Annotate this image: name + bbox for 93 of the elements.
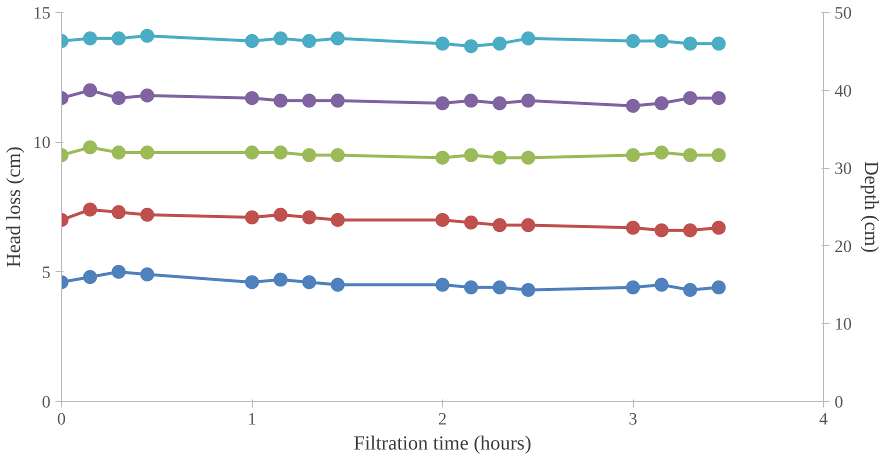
x-tick-label: 1 xyxy=(248,410,256,428)
point xyxy=(626,98,640,113)
point xyxy=(274,94,288,108)
point xyxy=(140,267,154,282)
point xyxy=(626,34,640,48)
y2-tick-label: 20 xyxy=(834,236,852,256)
point xyxy=(464,216,478,230)
point xyxy=(521,94,536,108)
point xyxy=(330,212,345,227)
point xyxy=(626,220,640,235)
point xyxy=(83,31,98,46)
point xyxy=(464,280,478,294)
point xyxy=(436,212,450,227)
y2-tick-label: 50 xyxy=(834,4,852,22)
point xyxy=(712,36,726,51)
point xyxy=(492,218,507,232)
x-tick-label: 3 xyxy=(628,410,638,428)
point xyxy=(274,31,288,46)
point xyxy=(330,31,345,46)
point xyxy=(140,88,154,102)
point xyxy=(626,148,640,162)
point xyxy=(654,34,669,48)
point xyxy=(712,91,726,106)
point xyxy=(436,36,450,51)
point xyxy=(436,278,450,292)
point xyxy=(521,150,536,165)
point xyxy=(683,148,698,162)
point xyxy=(492,150,507,165)
point xyxy=(112,205,126,220)
point xyxy=(140,28,154,43)
point xyxy=(654,278,669,292)
x-tick-label: 4 xyxy=(819,410,828,428)
y-axis-title: Head loss (cm) xyxy=(3,146,26,268)
point xyxy=(274,272,288,287)
point xyxy=(112,91,126,106)
point xyxy=(302,275,316,290)
point xyxy=(436,150,450,165)
y-tick-label: 10 xyxy=(33,133,50,152)
y2-tick-label: 30 xyxy=(834,159,852,178)
point xyxy=(330,278,345,292)
point xyxy=(464,148,478,162)
y2-tick-label: 40 xyxy=(834,81,852,100)
point xyxy=(245,91,259,106)
point xyxy=(83,270,98,284)
x-axis-title: Filtration time (hours) xyxy=(354,432,532,454)
point xyxy=(83,83,98,98)
point xyxy=(683,283,698,297)
point xyxy=(464,39,478,54)
point xyxy=(521,31,536,46)
point xyxy=(302,210,316,224)
y2-axis-title: Depth (cm) xyxy=(860,161,882,253)
point xyxy=(330,148,345,162)
point xyxy=(274,208,288,222)
point xyxy=(712,280,726,294)
x-tick-label: 0 xyxy=(57,410,66,428)
y2-tick-label: 10 xyxy=(834,314,852,334)
y2-tick-label: 0 xyxy=(834,392,844,412)
point xyxy=(683,91,698,106)
point xyxy=(654,96,669,110)
point xyxy=(140,146,154,160)
point xyxy=(302,148,316,162)
point xyxy=(330,94,345,108)
point xyxy=(654,223,669,238)
point xyxy=(245,146,259,160)
point xyxy=(464,94,478,108)
point xyxy=(112,264,126,279)
x-tick-label: 2 xyxy=(438,410,447,428)
y-tick-label: 15 xyxy=(33,4,50,22)
point xyxy=(83,202,98,217)
point xyxy=(112,31,126,46)
point xyxy=(274,146,288,160)
point xyxy=(83,140,98,154)
point xyxy=(436,96,450,110)
point xyxy=(302,34,316,48)
point xyxy=(112,146,126,160)
point xyxy=(712,220,726,235)
point xyxy=(654,146,669,160)
point xyxy=(245,210,259,224)
point xyxy=(521,218,536,232)
y-tick-label: 0 xyxy=(42,392,51,412)
point xyxy=(626,280,640,294)
point xyxy=(521,283,536,297)
point xyxy=(492,36,507,51)
point xyxy=(492,96,507,110)
point xyxy=(683,223,698,238)
point xyxy=(712,148,726,162)
point xyxy=(492,280,507,294)
point xyxy=(140,208,154,222)
point xyxy=(683,36,698,51)
point xyxy=(302,94,316,108)
point xyxy=(245,275,259,290)
y-tick-label: 5 xyxy=(42,262,51,282)
point xyxy=(245,34,259,48)
